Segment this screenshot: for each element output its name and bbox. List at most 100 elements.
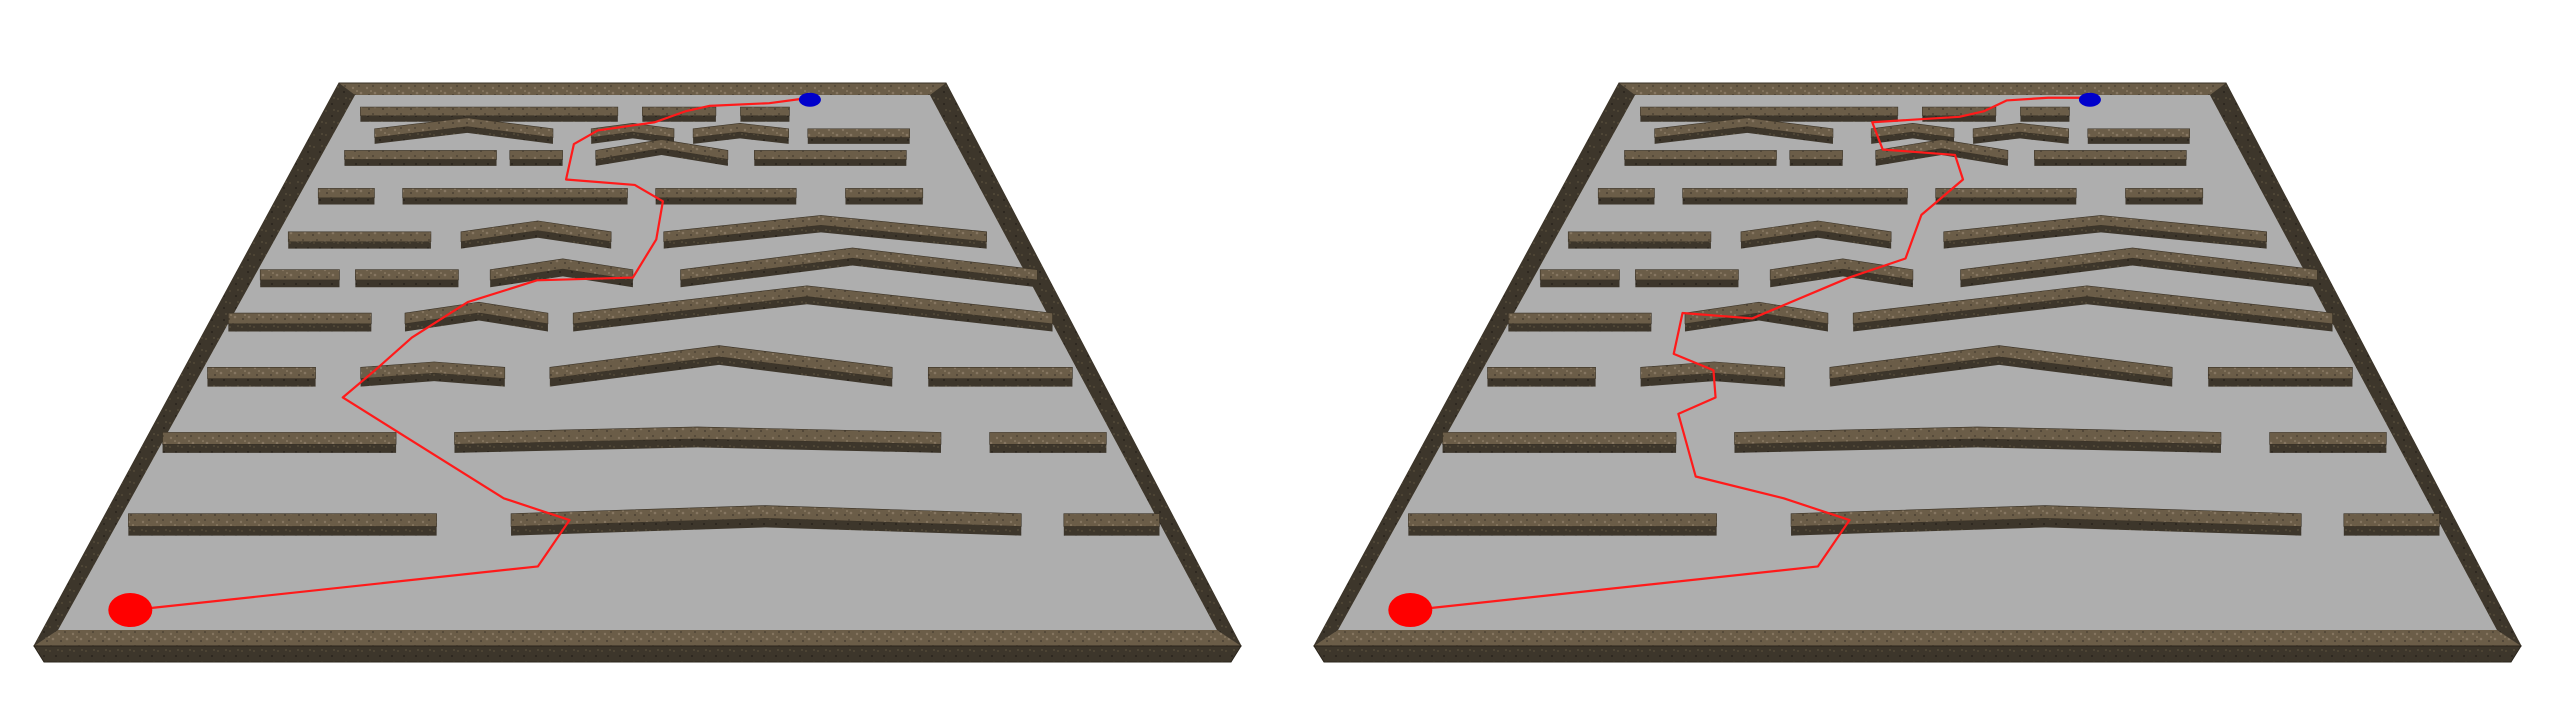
maze-wall-side bbox=[228, 323, 372, 332]
maze-wall-side bbox=[663, 225, 987, 249]
maze-wall-side bbox=[318, 197, 375, 205]
maze-right-wall bbox=[2210, 83, 2521, 646]
maze-wall-side bbox=[754, 159, 907, 166]
maze-wall bbox=[454, 426, 942, 445]
maze-wall bbox=[2269, 432, 2387, 445]
maze-wall-side bbox=[2208, 378, 2353, 387]
maze-wall-side bbox=[549, 356, 893, 387]
maze-wall-side bbox=[1734, 438, 2221, 453]
maze-wall bbox=[590, 123, 675, 138]
maze-wall bbox=[317, 188, 375, 199]
maze-wall bbox=[1943, 215, 2267, 242]
maze-wall bbox=[680, 247, 1038, 281]
maze-wall bbox=[2034, 150, 2187, 160]
solution-path bbox=[1412, 96, 2090, 612]
maze-wall bbox=[287, 231, 432, 242]
maze-wall bbox=[355, 269, 459, 281]
maze-wall-side bbox=[845, 197, 923, 205]
maze-wall-side bbox=[344, 159, 497, 166]
maze-wall-side bbox=[1960, 258, 2318, 288]
maze-wall bbox=[1789, 150, 1843, 160]
maze-wall-side bbox=[2269, 444, 2387, 453]
maze-wall-side bbox=[1540, 279, 1620, 288]
maze-wall bbox=[989, 432, 1107, 445]
maze-wall-side bbox=[655, 197, 797, 205]
maze-wall bbox=[1734, 426, 2222, 445]
maze-wall bbox=[1790, 505, 2302, 527]
maze-wall-side bbox=[2020, 115, 2070, 122]
goal-marker bbox=[798, 92, 821, 107]
maze-wall bbox=[1539, 269, 1620, 281]
maze-wall-side bbox=[1442, 444, 1677, 453]
maze-wall-side bbox=[1875, 148, 2008, 166]
maze-wall-side bbox=[680, 258, 1038, 288]
maze-wall-side bbox=[1789, 159, 1843, 166]
maze-wall-side bbox=[1624, 159, 1777, 166]
maze-wall-side bbox=[573, 296, 1053, 332]
maze-wall-side bbox=[928, 378, 1073, 387]
maze-wall bbox=[402, 188, 628, 199]
maze-wall bbox=[2343, 513, 2440, 527]
maze-wall bbox=[1740, 220, 1892, 242]
maze-wall-side bbox=[1598, 197, 1655, 205]
maze-wall bbox=[1624, 150, 1777, 160]
maze-wall bbox=[927, 367, 1073, 379]
maze-wall bbox=[655, 188, 797, 199]
maze-wall bbox=[1442, 432, 1677, 445]
maze-wall-side bbox=[374, 126, 553, 144]
maze-wall-side bbox=[1408, 526, 1717, 536]
maze-wall-side bbox=[360, 373, 505, 387]
maze-wall bbox=[1654, 117, 1834, 138]
maze-board-left bbox=[33, 82, 1242, 663]
maze-wall-side bbox=[740, 115, 790, 122]
start-marker bbox=[1388, 593, 1433, 628]
maze-wall bbox=[228, 312, 372, 325]
maze-wall bbox=[162, 432, 397, 445]
maze-wall-side bbox=[595, 148, 728, 166]
maze-wall-side bbox=[355, 279, 459, 288]
maze-wall bbox=[663, 215, 987, 242]
maze-wall-side bbox=[1943, 225, 2267, 249]
maze-wall-side bbox=[1063, 526, 1160, 536]
maze-wall bbox=[1640, 106, 1899, 116]
maze-wall bbox=[1682, 188, 1908, 199]
maze-wall bbox=[510, 505, 1022, 527]
maze-right-wall bbox=[930, 83, 1241, 646]
maze-wall-side bbox=[807, 137, 910, 144]
maze-wall bbox=[2087, 128, 2190, 138]
maze-wall-side bbox=[1640, 115, 1898, 122]
maze-left-wall bbox=[34, 83, 355, 646]
maze-wall-side bbox=[1568, 241, 1711, 249]
maze-wall bbox=[2020, 106, 2070, 116]
maze-wall bbox=[1875, 139, 2009, 160]
maze-wall-side bbox=[460, 230, 612, 249]
maze-wall-side bbox=[1487, 378, 1596, 387]
maze-wall-side bbox=[454, 438, 941, 453]
maze-wall bbox=[2125, 188, 2204, 199]
maze-wall bbox=[374, 117, 554, 138]
maze-wall bbox=[1487, 367, 1596, 379]
maze-wall bbox=[1635, 269, 1739, 281]
maze-wall bbox=[1769, 258, 1914, 281]
maze-wall-side bbox=[2087, 137, 2190, 144]
maze-wall-side bbox=[1640, 373, 1785, 387]
maze-wall-side bbox=[2125, 197, 2203, 205]
maze-wall-side bbox=[1829, 356, 2173, 387]
maze-frame-front bbox=[33, 645, 1242, 663]
maze-wall bbox=[1063, 513, 1160, 527]
maze-wall bbox=[1870, 123, 1955, 138]
maze-wall bbox=[360, 106, 619, 116]
maze-wall bbox=[692, 123, 789, 138]
maze-wall bbox=[1508, 312, 1652, 325]
maze-wall-side bbox=[2034, 159, 2187, 166]
maze-wall-side bbox=[1770, 269, 1913, 288]
maze-wall bbox=[2207, 367, 2353, 379]
maze-wall-side bbox=[642, 115, 716, 122]
maze-wall-side bbox=[404, 312, 548, 332]
maze-wall bbox=[807, 128, 910, 138]
maze-wall-side bbox=[1740, 230, 1892, 249]
maze-wall-side bbox=[1508, 323, 1652, 332]
maze-wall bbox=[1597, 188, 1655, 199]
maze-wall-side bbox=[2343, 526, 2440, 536]
